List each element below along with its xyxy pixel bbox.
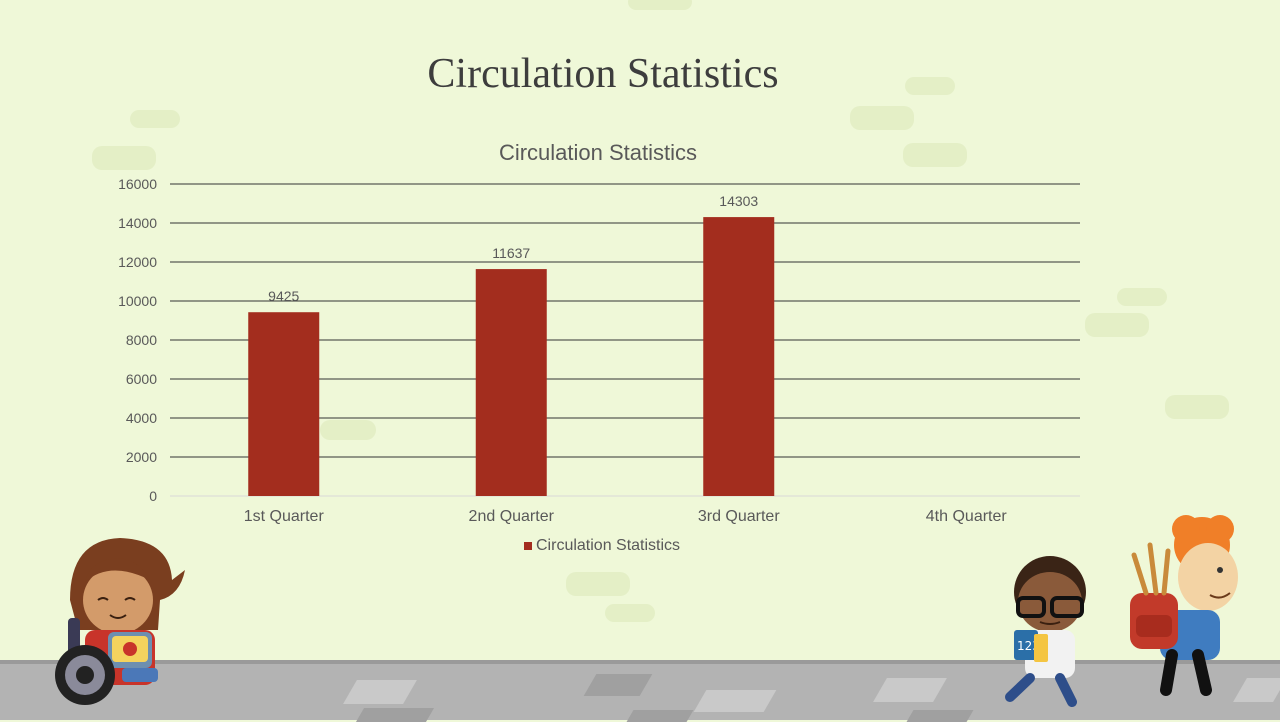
background-blob [1165,395,1229,419]
y-tick-label: 8000 [126,332,157,348]
data-labels: 9425 11637 14303 [268,193,758,304]
x-tick-label: 1st Quarter [244,508,325,525]
bar [703,217,775,497]
background-blob [850,106,914,130]
x-tick-label: 4th Quarter [926,508,1008,525]
y-tick-label: 6000 [126,371,157,387]
sidewalk-tile [693,690,777,712]
sidewalk-tile [583,674,653,696]
background-blob [905,77,955,95]
chart-title: Circulation Statistics [499,140,697,165]
background-blob [566,572,630,596]
legend-swatch [524,542,532,550]
sidewalk-tile [906,710,974,722]
bars [248,217,775,497]
background-blob [92,146,156,170]
chart-legend: Circulation Statistics [524,537,680,554]
y-tick-label: 14000 [118,215,157,231]
x-tick-label: 2nd Quarter [469,508,555,525]
x-axis-ticks: 1st Quarter 2nd Quarter 3rd Quarter 4th Qua… [244,508,1008,525]
background-blob [628,0,692,10]
y-tick-label: 10000 [118,293,157,309]
x-tick-label: 3rd Quarter [698,508,780,525]
girl-in-wheelchair-illustration [55,538,185,705]
sidewalk-tile [343,680,417,704]
background-blob [320,420,376,440]
y-tick-label: 16000 [118,176,157,192]
slide-title: Circulation Statistics [427,51,779,97]
boy-with-glasses-illustration: 123 [1005,556,1086,707]
background-blob [605,604,655,622]
background-blob [1117,288,1167,306]
legend-label: Circulation Statistics [536,537,680,554]
gridlines [170,183,1080,497]
bar [248,312,320,496]
y-tick-label: 4000 [126,410,157,426]
background-blob [1085,313,1149,337]
background-blob [903,143,967,167]
sidewalk-tile [626,710,694,722]
bar [475,269,547,496]
sidewalk-tile [873,678,947,702]
bar-data-label: 14303 [719,193,758,209]
boy-with-backpack-illustration [1130,515,1238,696]
y-tick-label: 2000 [126,449,157,465]
bar-data-label: 11637 [492,245,530,261]
y-axis-ticks: 0 2000 4000 6000 8000 10000 12000 14000 16000 [118,176,157,504]
sidewalk-curb [0,660,1280,664]
background-blob [130,110,180,128]
bar-data-label: 9425 [268,288,299,304]
y-tick-label: 12000 [118,254,157,270]
y-tick-label: 0 [149,488,157,504]
